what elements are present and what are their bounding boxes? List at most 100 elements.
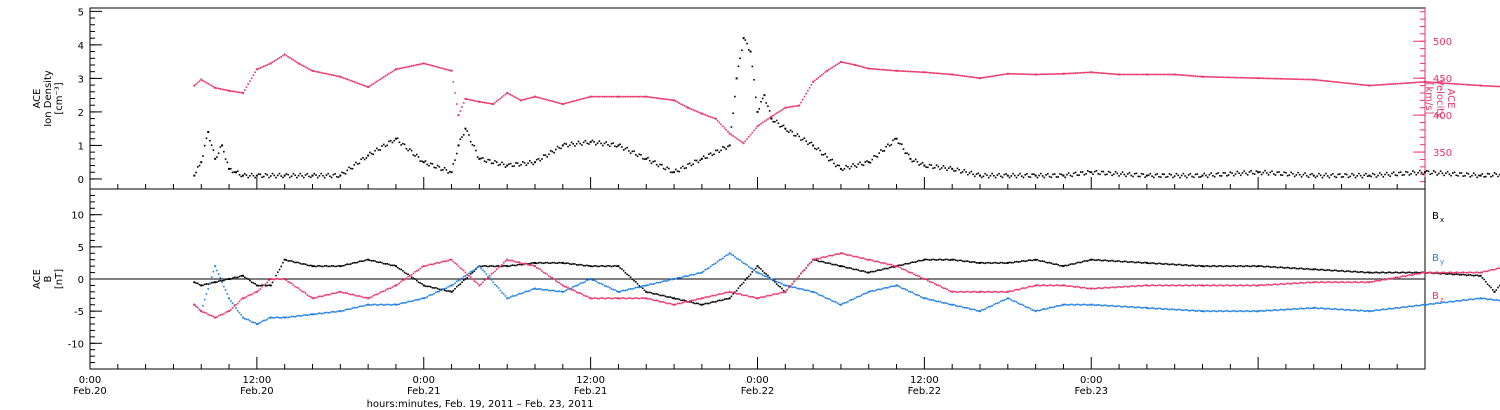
series-Bx-dot (1073, 263, 1075, 265)
density-series-dot (641, 157, 644, 160)
series-Bz-dot (1008, 290, 1011, 292)
series-Bz-dot (1022, 287, 1025, 289)
velocity-series-dot (278, 57, 281, 59)
velocity-series-dot (1418, 81, 1421, 84)
series-Bx-dot (415, 279, 418, 282)
series-By-dot (296, 315, 298, 317)
series-By-dot (1318, 307, 1320, 310)
series-By-dot (275, 316, 277, 319)
series-By-dot (986, 306, 988, 309)
density-series-dot (993, 174, 995, 177)
series-By-dot (485, 273, 488, 275)
density-series-point (367, 154, 370, 157)
series-By-point (1312, 306, 1315, 309)
series-By-dot (1412, 305, 1414, 308)
series-Bx-dot (1384, 272, 1386, 274)
density-series-dot (593, 141, 595, 143)
series-Bz-dot (1328, 281, 1331, 283)
density-series-dot (805, 140, 807, 143)
velocity-series-dot (1161, 73, 1164, 76)
series-By-dot (407, 300, 409, 303)
density-series-dot (1389, 175, 1392, 178)
series-By-dot (1017, 302, 1020, 305)
series-By-dot (377, 304, 380, 306)
density-series-dot (596, 142, 599, 144)
series-By-dot (1389, 307, 1392, 310)
velocity-series-dot (308, 68, 310, 70)
series-By-dot (400, 302, 402, 305)
density-series-dot (1194, 173, 1197, 176)
series-Bz-dot (344, 292, 347, 294)
series-Bz-dot (299, 289, 302, 291)
density-series-dot (1031, 173, 1033, 176)
series-Bx-dot (1467, 274, 1470, 276)
density-series-dot (1375, 176, 1378, 178)
density-series-dot (1055, 176, 1058, 178)
velocity-series-dot (883, 68, 886, 71)
series-Bz-dot (629, 297, 632, 299)
series-Bz-dot (678, 302, 681, 305)
velocity-series-dot (1295, 78, 1298, 80)
density-series-dot (610, 142, 613, 145)
velocity-series-dot (657, 97, 660, 100)
series-By-dot (504, 295, 507, 297)
density-series-dot (1019, 172, 1021, 175)
series-By-dot (1243, 310, 1246, 313)
velocity-series-dot (1243, 77, 1246, 79)
series-Bz-dot (1365, 281, 1367, 284)
velocity-series-dot (417, 63, 420, 66)
density-series-dot (365, 157, 368, 159)
series-Bz-dot (1078, 286, 1080, 288)
velocity-series-dot (1041, 73, 1044, 76)
series-Bx-dot (461, 281, 463, 284)
velocity-series-dot (961, 75, 964, 77)
series-By-dot (1033, 309, 1035, 312)
series-By-dot (763, 275, 766, 277)
velocity-series-dot (782, 107, 785, 110)
series-Bz-dot (1377, 280, 1379, 282)
series-By-dot (348, 308, 350, 311)
velocity-series-point (1006, 72, 1009, 75)
density-series-dot (217, 152, 220, 155)
velocity-series-dot (1266, 77, 1268, 80)
density-series-dot (362, 156, 364, 159)
velocity-series-dot (372, 82, 375, 85)
series-By-dot (330, 311, 333, 313)
velocity-series-dot (848, 62, 851, 65)
velocity-series-dot (1022, 73, 1025, 75)
series-Bz-dot (939, 285, 941, 287)
series-Bx-dot (217, 280, 220, 283)
series-Bz-dot (1142, 284, 1145, 287)
velocity-series-point (200, 78, 203, 81)
density-series-dot (1271, 170, 1273, 172)
series-Bz-dot (913, 273, 915, 276)
series-Bz-dot (1485, 270, 1487, 273)
series-Bz-dot (362, 296, 364, 299)
velocity-series-dot (1159, 73, 1162, 76)
series-By-point (228, 297, 231, 300)
series-By-dot (379, 303, 382, 306)
series-By-dot (1434, 302, 1437, 305)
velocity-series-dot (482, 101, 484, 104)
density-series-dot (442, 169, 444, 171)
series-Bx-dot (459, 283, 462, 286)
velocity-series-dot (447, 69, 449, 71)
series-Bz-dot (297, 287, 300, 290)
density-series-dot (1095, 169, 1098, 172)
series-Bz-dot (1333, 281, 1336, 283)
series-Bx-dot (574, 263, 576, 265)
velocity-series-dot (513, 95, 515, 98)
velocity-series-dot (1154, 73, 1157, 76)
velocity-series-dot (1478, 84, 1480, 87)
velocity-series-dot (749, 133, 752, 136)
series-Bx-dot (1476, 274, 1478, 277)
series-Bx-dot (765, 273, 767, 275)
series-By-dot (838, 303, 840, 306)
density-series-dot (316, 176, 319, 179)
velocity-series-point (255, 68, 258, 71)
density-series-dot (1288, 174, 1291, 176)
series-Bz-dot (1472, 272, 1475, 274)
density-series-dot (495, 161, 498, 163)
velocity-series-dot (817, 76, 820, 79)
series-Bx-dot (1486, 283, 1489, 286)
